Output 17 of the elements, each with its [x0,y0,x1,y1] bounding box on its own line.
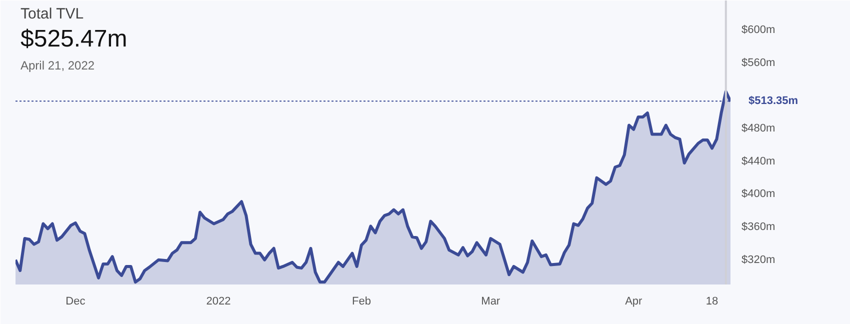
y-tick-label: $320m [742,254,776,266]
y-tick-label: $480m [742,122,776,135]
y-tick-label: $440m [742,155,776,168]
x-tick-label: Dec [66,296,86,308]
x-tick-label: Apr [625,296,643,308]
y-tick-label: $360m [742,221,776,234]
text: $525.47m [20,26,128,52]
x-tick-label: 2022 [206,296,231,308]
x-tick-label: Feb [352,296,371,308]
chart-title: Total TVL [20,6,84,22]
x-tick-label: 18 [706,296,718,308]
y-tick-label: $400m [742,188,776,200]
ref-line-label: $513.35m [748,95,798,108]
annotation: April 21, 2022 [20,58,95,72]
y-tick-label: $560m [742,56,776,69]
y-tick-label: $600m [742,24,776,36]
x-tick-label: Mar [481,296,500,308]
